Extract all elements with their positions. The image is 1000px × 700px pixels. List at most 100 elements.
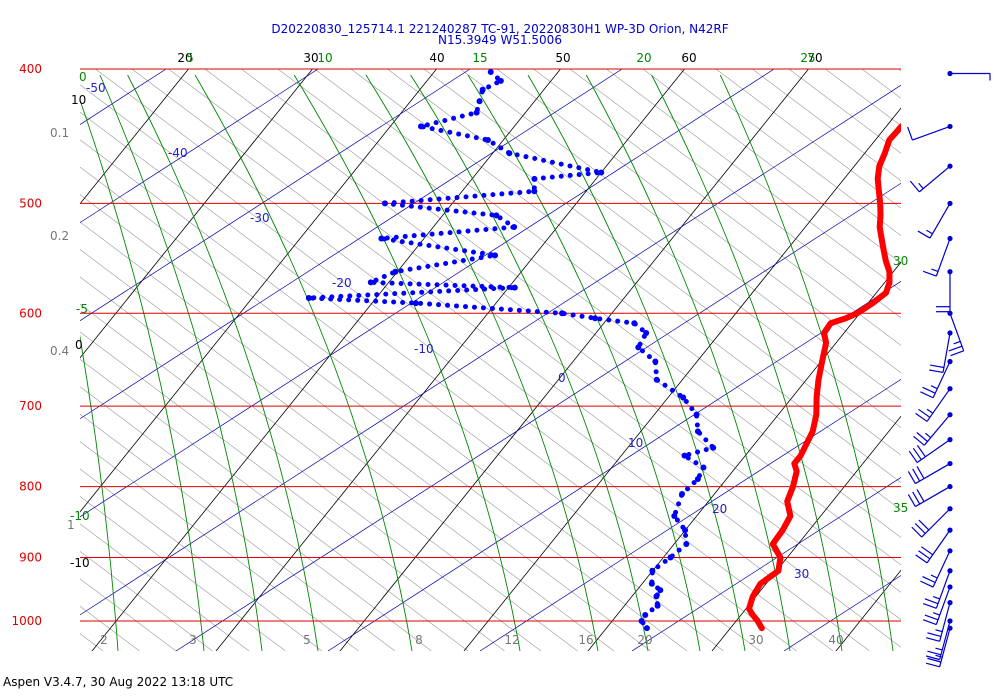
mixing-ratio-line [327,280,901,651]
dewpoint-point [559,310,566,317]
moist-top-label: 5 [186,51,194,65]
dry-adiabat-line [80,139,761,651]
dewpoint-point [531,175,538,182]
dry-adiabat-line [80,221,651,651]
wind-barb-flag [925,637,940,642]
moist-side-label: -10 [70,509,90,523]
dewpoint-point [635,344,642,351]
wind-barb-flag [907,494,916,507]
dry-adiabat-line [606,69,901,291]
dry-adiabat-line [80,249,615,651]
isotherm-line [339,69,809,651]
isotherm-side-label: 10 [71,93,86,107]
wind-barb-flag [922,576,936,584]
dewpoint-point [367,279,374,286]
dry-adiabat-line [679,69,901,236]
dry-adiabat-line [95,69,870,651]
mixing-ratio-line [175,182,901,651]
top-temp-label: 50 [555,51,570,65]
isotherm-line [960,69,1000,651]
wind-barb-flag [920,391,934,399]
wind-barb-flag [925,655,940,661]
dry-adiabat-line [423,69,901,429]
wind-barb-flag [915,412,928,422]
mixing-ratio-bottom-label: 30 [748,633,763,647]
isotherm-side-label: 0 [75,338,83,352]
dry-adiabat-line [80,468,323,651]
dewpoint-point [598,169,605,176]
moist-adiabat-line [127,74,319,651]
wind-barb [907,483,953,508]
dewpoint-point [681,452,688,459]
wind-barb-dot [947,200,953,207]
dewpoint-point [592,315,599,322]
dewpoint-point [694,475,701,482]
mixing-ratio-bottom-label: 12 [504,633,519,647]
dry-adiabat-line [642,69,901,264]
dry-adiabat-line [460,69,901,401]
dry-adiabat-line [496,69,901,374]
wind-barb [909,163,953,193]
dry-adiabat-line [350,69,901,483]
wind-barb-flag [925,662,940,668]
dewpoint-point [497,77,504,84]
mixing-ratio-bottom-label: 3 [189,633,197,647]
mixing-ratio-line [0,69,14,651]
pressure-label: 1000 [11,614,42,628]
wind-barb-staff [935,586,951,625]
wind-barb-flag [918,408,931,418]
wind-barb-flag [924,598,939,605]
mixing-ratio-side-label: 1 [67,518,75,532]
wind-barb [922,584,953,626]
dewpoint-point [710,444,717,451]
dry-adiabat-line [533,69,901,346]
dry-adiabat-line [825,69,901,127]
wind-barb-staff [918,165,951,193]
wind-barb-flag [950,350,964,357]
mixing-label: -10 [414,342,434,356]
mixing-label: 30 [794,567,809,581]
wind-barb-dot [947,235,953,242]
dry-adiabat-line [715,69,901,209]
dewpoint-point [671,512,678,519]
dewpoint-point [679,491,686,498]
dewpoint-point [392,268,399,275]
dewpoint-point [506,150,513,157]
wind-barb [913,412,953,446]
dewpoint-point [305,295,312,302]
wind-barb [908,437,953,464]
wind-barb [947,310,965,357]
wind-barb-flag [924,432,932,439]
temperature-profile [746,122,901,632]
wind-barb-flag [931,268,939,272]
dewpoint-point [648,580,655,587]
wind-barb [920,548,953,588]
wind-barb-flag [922,270,937,277]
moist-adiabat-line [80,334,119,651]
mixing-ratio-side-label: 0.2 [50,229,69,243]
wind-barb-flag [922,386,936,394]
wind-barb-staff [929,203,951,239]
dewpoint-point [682,527,689,534]
dry-adiabat-line [80,84,834,651]
wind-barb-flag [909,180,920,193]
moist-adiabat-line [527,74,746,651]
wind-barb-flag [918,550,931,560]
moist-side-label: 35 [893,501,908,515]
dry-adiabat-line [387,69,901,456]
dewpoint-point [642,611,649,618]
dewpoint-point [487,69,494,76]
mixing-label: -50 [86,81,106,95]
dewpoint-point [643,625,650,632]
dry-adiabat-line [80,413,396,651]
dewpoint-point [412,300,419,307]
wind-barb-flag [926,229,933,235]
wind-barb [907,460,953,485]
dewpoint-point [653,376,660,383]
wind-barb-flag [916,432,928,442]
top-temp-label: 40 [429,51,444,65]
isotherm-side-label: -10 [70,556,90,570]
pressure-label: 400 [19,62,42,76]
